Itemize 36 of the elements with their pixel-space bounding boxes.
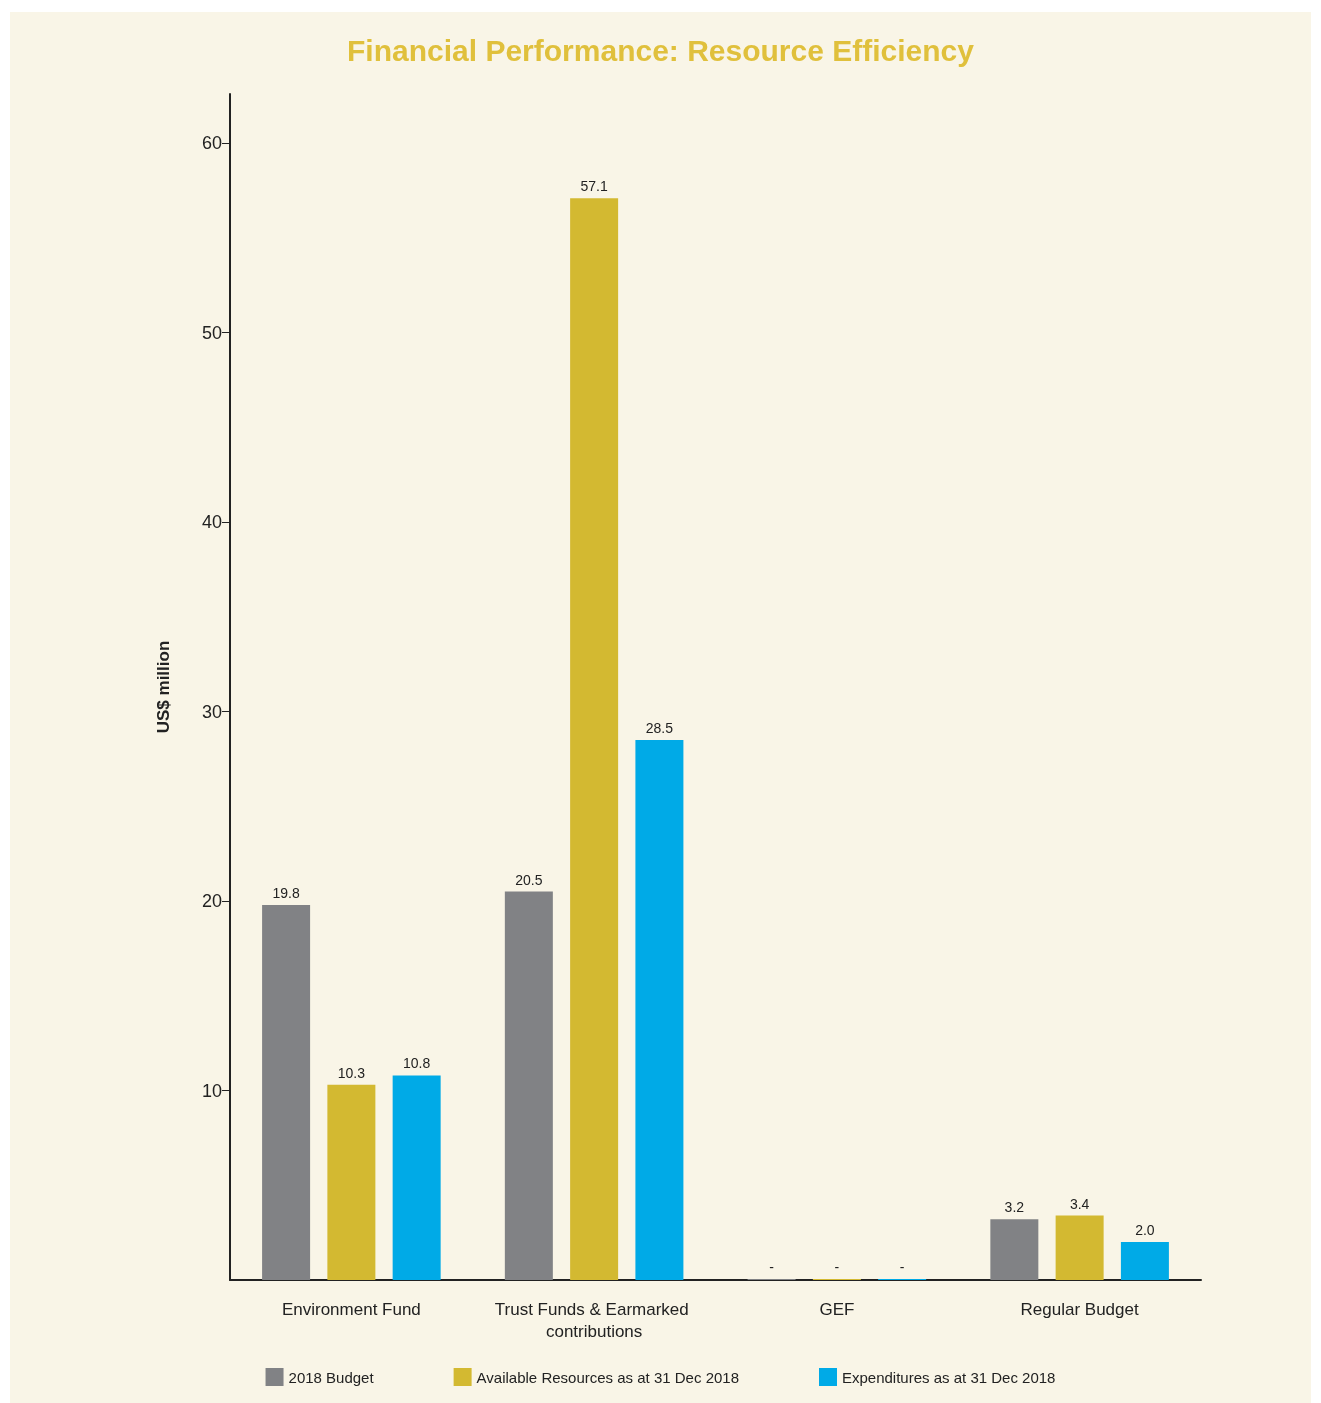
y-tick-label: 60 (201, 133, 222, 154)
bar (327, 1084, 376, 1280)
y-tick-label: 20 (201, 891, 222, 912)
bar (1120, 1242, 1169, 1280)
data-label: - (834, 1259, 840, 1275)
data-label: 2.0 (1135, 1222, 1155, 1239)
legend-label: 2018 Budget (288, 1368, 375, 1386)
bar (262, 904, 311, 1280)
y-axis-title: US$ million (154, 640, 173, 734)
data-label: 28.5 (645, 720, 674, 737)
legend-label: Available Resources as at 31 Dec 2018 (476, 1368, 739, 1386)
bar (990, 1219, 1039, 1280)
data-label: 20.5 (515, 871, 543, 888)
data-label: - (899, 1259, 905, 1275)
x-tick-label: Environment Fund (281, 1299, 421, 1319)
data-label: 57.1 (580, 178, 608, 195)
data-label: 19.8 (272, 884, 300, 901)
x-tick-label: GEF (819, 1299, 855, 1319)
x-tick-label: Regular Budget (1020, 1299, 1139, 1319)
bar (504, 891, 553, 1280)
data-label: - (769, 1259, 775, 1275)
bar (392, 1075, 441, 1280)
bar (1055, 1215, 1104, 1280)
y-tick-label: 10 (201, 1080, 222, 1101)
y-tick-label: 40 (201, 512, 222, 533)
chart-title: Financial Performance: Resource Efficiency (347, 33, 975, 67)
bar (570, 198, 619, 1280)
y-tick-label: 30 (201, 701, 222, 722)
legend-label: Expenditures as at 31 Dec 2018 (841, 1368, 1056, 1386)
y-tick-label: 50 (201, 322, 222, 343)
data-label: 3.2 (1004, 1199, 1025, 1216)
data-label: 10.3 (337, 1064, 366, 1081)
data-label: 3.4 (1069, 1195, 1090, 1212)
bar (635, 740, 684, 1280)
x-tick-label: Trust Funds & Earmarked contributions (494, 1299, 694, 1341)
data-label: 10.8 (403, 1055, 431, 1072)
